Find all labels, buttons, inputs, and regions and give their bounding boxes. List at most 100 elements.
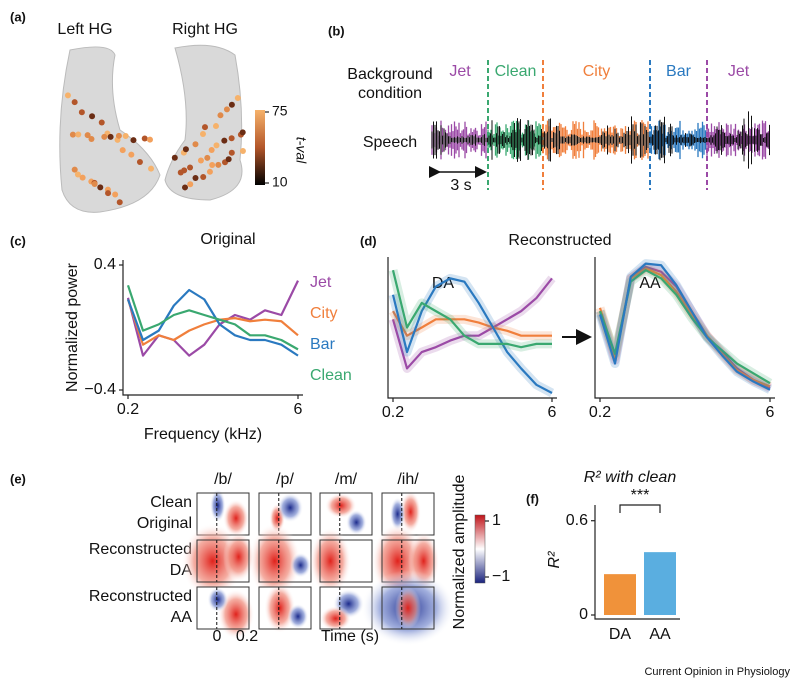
significance: *** <box>631 487 650 504</box>
heatmap-blob <box>325 493 357 519</box>
electrode <box>128 151 135 158</box>
y-tick-label: 0 <box>579 606 588 623</box>
electrode <box>74 171 81 178</box>
electrode <box>201 124 208 131</box>
electrode <box>98 119 105 126</box>
electrode <box>181 184 188 191</box>
row-label: Background <box>347 66 432 83</box>
electrode <box>225 156 232 163</box>
colorbar-label: Normalized amplitude <box>451 475 468 630</box>
electrode <box>116 199 123 206</box>
colorbar-tick-label: 10 <box>272 174 288 190</box>
heatmap-blob <box>223 499 249 538</box>
electrode <box>223 106 230 113</box>
heatmap-frame <box>319 492 373 536</box>
colorbar-label: t-val <box>293 137 309 164</box>
electrode <box>69 131 76 138</box>
condition-label: Jet <box>449 63 471 80</box>
axis <box>594 257 775 399</box>
electrode <box>199 131 206 138</box>
heatmap-blob <box>290 552 311 578</box>
x-tick-label: 0.2 <box>117 401 139 418</box>
electrode <box>181 167 188 174</box>
scale-bar-label: 3 s <box>450 177 471 194</box>
phoneme-label: /m/ <box>335 471 358 488</box>
axis <box>387 257 557 399</box>
x-tick-label: 0.2 <box>236 628 258 645</box>
heatmaps: /b//p//m//ih/CleanOriginalReconstructedD… <box>89 471 455 646</box>
electrode <box>228 101 235 108</box>
colorbar-tick-label: 1 <box>492 512 501 529</box>
electrode <box>187 181 194 188</box>
x-tick-label: 0.2 <box>589 404 611 421</box>
electrode <box>234 94 241 101</box>
row-label: Reconstructed <box>89 588 192 605</box>
series-line <box>391 269 552 349</box>
series-line <box>126 280 299 357</box>
electrode <box>78 109 85 116</box>
x-tick-label: 6 <box>294 401 303 418</box>
electrode <box>221 137 228 144</box>
brain-left <box>59 46 161 213</box>
electrode <box>187 164 194 171</box>
x-axis-label: Time (s) <box>321 628 379 645</box>
colorbar <box>255 110 265 185</box>
footer: Current Opinion in Physiology <box>644 666 790 678</box>
x-tick-label: 0.2 <box>382 404 404 421</box>
y-axis-label: Normalized power <box>64 262 81 392</box>
colorbar-tick-label: 75 <box>272 103 288 119</box>
electrode <box>107 133 114 140</box>
condition-label: Jet <box>728 63 750 80</box>
bar <box>644 552 676 615</box>
electrode <box>91 180 98 187</box>
panel-label: (d) <box>360 233 377 248</box>
x-tick-label: 6 <box>548 404 557 421</box>
electrode <box>209 161 216 168</box>
speech-label: Speech <box>363 134 417 151</box>
series-line <box>391 277 553 370</box>
electrode <box>217 112 224 119</box>
heatmap-frame <box>196 586 250 630</box>
axis <box>122 260 303 396</box>
x-tick-label: 0 <box>213 628 222 645</box>
panel-label: (b) <box>328 23 345 38</box>
electrode <box>88 136 95 143</box>
panel-label: (f) <box>526 491 539 506</box>
row-label: Clean <box>150 494 192 511</box>
electrode <box>148 165 155 172</box>
electrode <box>84 132 91 139</box>
series-line <box>126 299 299 346</box>
electrode <box>212 123 219 130</box>
heatmap-blob <box>400 490 421 533</box>
waveform: Jet Clean City Bar Jet <box>431 60 770 190</box>
phoneme-label: /ih/ <box>397 471 419 488</box>
colorbar <box>474 514 486 584</box>
electrode <box>192 141 199 148</box>
bar <box>604 574 636 615</box>
row-label: AA <box>171 609 193 626</box>
electrode <box>200 173 207 180</box>
colorbar-tick-label: −1 <box>492 568 510 585</box>
x-axis-label: Frequency (kHz) <box>144 426 262 443</box>
x-tick-label: 6 <box>766 404 775 421</box>
chart-title: Original <box>200 231 255 248</box>
legend-label: Bar <box>310 336 336 353</box>
electrode <box>119 147 126 154</box>
x-tick-label: AA <box>649 626 671 643</box>
electrode <box>71 166 78 173</box>
electrode <box>112 191 119 198</box>
significance-bracket <box>619 504 661 513</box>
panel-title: Reconstructed <box>508 232 611 249</box>
row-label: Original <box>137 515 192 532</box>
electrode <box>213 142 220 149</box>
panel-label: (a) <box>10 9 26 24</box>
electrode <box>206 168 213 175</box>
left-hg-title: Left HG <box>57 21 112 38</box>
panel-label: (c) <box>10 233 26 248</box>
heatmap-blob <box>320 605 352 632</box>
series-line <box>126 288 299 357</box>
heatmap-blob <box>264 582 296 634</box>
electrode <box>192 174 199 181</box>
heatmap-blob <box>346 509 367 535</box>
